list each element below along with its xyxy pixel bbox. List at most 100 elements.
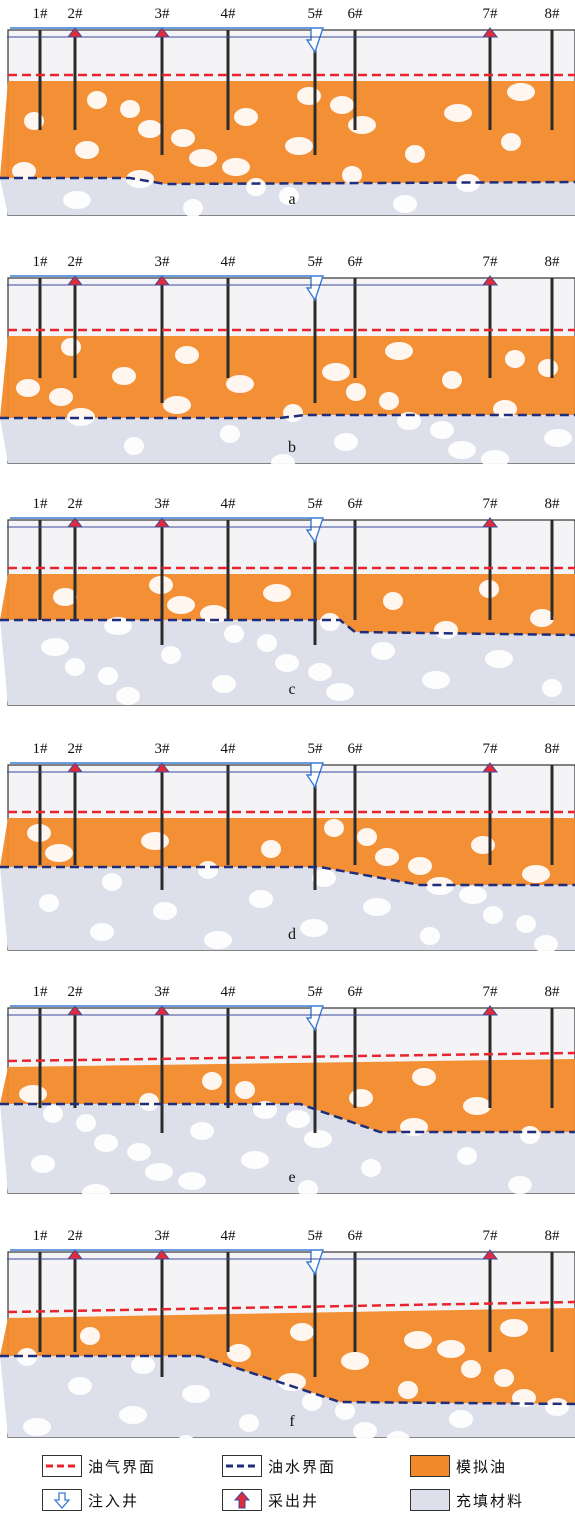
well-label-4: 4# <box>220 254 236 270</box>
filler-bubble <box>507 83 535 101</box>
filler-bubble <box>87 91 107 109</box>
filler-bubble <box>119 1406 147 1424</box>
well-label-8: 8# <box>544 496 560 512</box>
well-label-4: 4# <box>220 6 236 22</box>
oil-water-interface <box>0 865 575 887</box>
well-label-2: 2# <box>67 1228 83 1244</box>
well-label-8: 8# <box>544 254 560 270</box>
filler-bubble <box>437 1340 465 1358</box>
filler-bubble <box>485 650 513 668</box>
filler-bubble <box>190 1122 214 1140</box>
legend-simulated-oil-label: 模拟油 <box>456 1457 508 1476</box>
filler-bubble <box>457 1147 477 1165</box>
filler-bubble <box>442 371 462 389</box>
well-label-3: 3# <box>154 254 170 270</box>
filler-bubble <box>371 642 395 660</box>
filler-bubble <box>246 178 266 196</box>
filler-bubble <box>139 1093 159 1111</box>
legend-oil-water-interface: 油水界面 <box>222 1455 336 1477</box>
legend-injection-label: 注入井 <box>88 1491 140 1510</box>
filler-bubble <box>386 1431 410 1449</box>
well-label-1: 1# <box>32 6 48 22</box>
production-arrow-icon <box>7 275 499 286</box>
filler-bubble <box>253 1101 277 1119</box>
model-image-c <box>0 517 575 706</box>
filler-bubble <box>348 116 376 134</box>
filler-bubble <box>346 383 366 401</box>
filler-bubble <box>412 1068 436 1086</box>
filler-bubble <box>493 400 517 418</box>
filler-bubble <box>326 683 354 701</box>
filler-bubble <box>161 646 181 664</box>
filler-bubble <box>420 927 440 945</box>
panel-label: c <box>288 681 296 698</box>
filler-bubble <box>422 671 450 689</box>
well-label-3: 3# <box>154 984 170 1000</box>
filler-bubble <box>300 919 328 937</box>
filler-bubble <box>483 906 503 924</box>
well-label-3: 3# <box>154 1228 170 1244</box>
filler-bubble <box>94 1134 118 1152</box>
filler-bubble <box>544 429 572 447</box>
filler-bubble <box>43 1105 63 1123</box>
filler-bubble <box>222 158 250 176</box>
well-label-4: 4# <box>220 984 236 1000</box>
filler-bubble <box>167 596 195 614</box>
legend-oil-water-label: 油水界面 <box>268 1457 337 1476</box>
panel-label: b <box>288 439 296 456</box>
filler-bubble <box>481 450 509 468</box>
filler-bubble <box>545 1398 569 1416</box>
filler-bubble <box>116 687 140 705</box>
filler-bubble <box>385 342 413 360</box>
filler-bubble <box>235 1081 255 1099</box>
well-label-2: 2# <box>67 741 83 757</box>
filler-bubble <box>322 363 350 381</box>
model-image-f <box>0 1249 575 1453</box>
panel-c: 1# 2# 3# 4# 5# 6# 7# 8# c <box>0 490 575 715</box>
filler-bubble <box>297 87 321 105</box>
filler-bubble <box>189 149 217 167</box>
injection-arrow-icon <box>10 517 324 544</box>
well-label-6: 6# <box>347 984 363 1000</box>
filler-bubble <box>90 923 114 941</box>
filler-bubble <box>286 1110 310 1128</box>
filler-bubble <box>61 338 81 356</box>
panel-e: 1# 2# 3# 4# 5# 6# 7# 8# e <box>0 978 575 1203</box>
filler-bubble <box>241 1151 269 1169</box>
filler-bubble <box>19 1085 47 1103</box>
filler-bubble <box>102 873 122 891</box>
filler-bubble <box>53 588 77 606</box>
filler-bubble <box>178 1172 206 1190</box>
legend-simulated-oil: 模拟油 <box>410 1455 507 1477</box>
filler-bubble <box>308 663 332 681</box>
panel-f: 1# 2# 3# 4# 5# 6# 7# 8# f <box>0 1222 575 1453</box>
filler-bubble <box>335 1402 355 1420</box>
production-arrow-icon <box>7 27 499 38</box>
well-label-7: 7# <box>482 254 498 270</box>
well-label-7: 7# <box>482 984 498 1000</box>
filler-bubble <box>98 667 118 685</box>
filler-bubble <box>383 592 403 610</box>
filler-bubble <box>379 392 399 410</box>
filler-bubble <box>145 1163 173 1181</box>
production-arrow-icon <box>222 1489 262 1511</box>
filler-bubble <box>341 1352 369 1370</box>
filler-bubble <box>534 935 558 953</box>
filler-bubble <box>434 621 458 639</box>
filler-bubble <box>444 104 472 122</box>
filler-bubble <box>324 819 344 837</box>
filler-bubble <box>538 359 558 377</box>
filler-bubble <box>375 848 399 866</box>
injection-arrow-icon <box>42 1489 82 1511</box>
filler-bubble <box>357 828 377 846</box>
filler-bubble <box>279 187 299 205</box>
filler-bubble <box>398 1381 418 1399</box>
filler-bubble <box>220 425 240 443</box>
well-label-8: 8# <box>544 1228 560 1244</box>
well-label-8: 8# <box>544 741 560 757</box>
well-label-4: 4# <box>220 496 236 512</box>
filler-bubble <box>334 433 358 451</box>
well-label-7: 7# <box>482 741 498 757</box>
filler-bubble <box>234 108 258 126</box>
legend-gas-oil-label: 油气界面 <box>88 1457 157 1476</box>
